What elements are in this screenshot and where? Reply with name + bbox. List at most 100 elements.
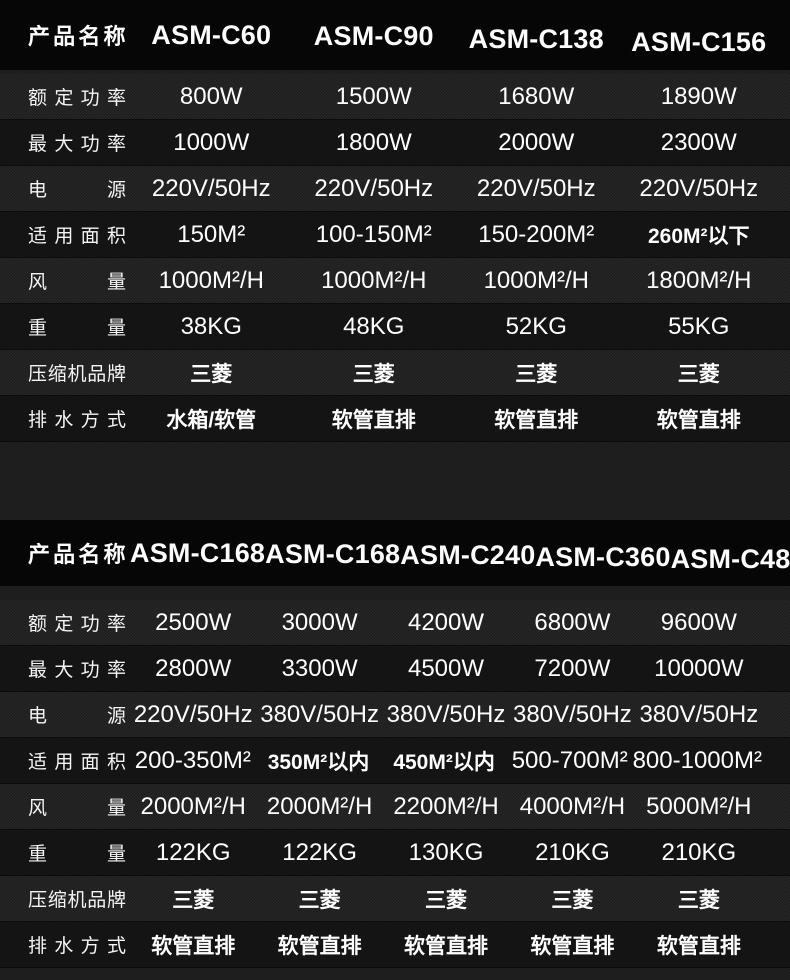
spec-value: 2300W <box>660 128 737 156</box>
spec-value: 软管直排 <box>656 934 741 958</box>
spec-value: 2800W <box>155 654 232 682</box>
spec-value: 三菱 <box>298 888 341 912</box>
row-label: 压缩机品牌 <box>28 364 126 385</box>
spec-row: 重量 38KG 48KG 52KG 55KG <box>0 304 790 350</box>
spec-value: 150M² <box>177 220 246 248</box>
spec-value: 260M²以下 <box>647 224 750 248</box>
spec-value-cells: 200-350M² 350M²以内 450M²以内 500-700M² 800-1000… <box>130 746 790 776</box>
model-name: ASM-C90 <box>313 20 434 51</box>
spec-row: 最大功率 2800W 3300W 4500W 7200W 10000W <box>0 646 790 692</box>
spec-row: 额定功率 800W 1500W 1680W 1890W <box>0 74 790 120</box>
row-label: 电源 <box>28 180 126 201</box>
spec-value: 220V/50Hz <box>151 174 271 202</box>
model-name: ASM-C480 <box>670 543 790 574</box>
spec-row: 压缩机品牌 三菱 三菱 三菱 三菱 <box>0 350 790 396</box>
spec-value: 55KG <box>668 312 730 340</box>
row-label: 风量 <box>28 272 126 293</box>
row-label: 排水方式 <box>28 936 126 957</box>
spec-value: 3000W <box>281 608 358 636</box>
spec-value: 1800M²/H <box>646 266 752 294</box>
spec-value: 210KG <box>535 838 610 866</box>
spec-value: 800W <box>179 82 243 110</box>
spec-row: 电源 220V/50Hz 380V/50Hz 380V/50Hz 380V/50Hz 38… <box>0 692 790 738</box>
model-name: ASM-C138 <box>468 23 604 54</box>
spec-value: 5000M²/H <box>646 792 752 820</box>
product-name-header-label: 产品名称 <box>28 24 126 49</box>
row-label: 适用面积 <box>28 226 126 247</box>
spec-value: 三菱 <box>425 888 468 912</box>
spec-value-cells: 800W 1500W 1680W 1890W <box>130 83 790 111</box>
spec-value: 380V/50Hz <box>513 700 632 728</box>
spec-value: 1000M²/H <box>158 266 264 294</box>
table-header-row: 产品名称 ASM-C168 ASM-C168 ASM-C240 ASM-C360 ASM-… <box>0 520 790 586</box>
spec-value: 1800W <box>335 128 412 156</box>
spec-value: 220V/50Hz <box>476 174 596 202</box>
spec-row: 最大功率 1000W 1800W 2000W 2300W <box>0 120 790 166</box>
spec-value: 122KG <box>155 838 231 866</box>
spec-value: 220V/50Hz <box>639 174 759 202</box>
spec-value-cells: 1000W 1800W 2000W 2300W <box>130 129 790 157</box>
spec-value: 三菱 <box>172 888 215 912</box>
spec-value: 4200W <box>407 608 485 636</box>
row-label: 额定功率 <box>28 614 126 635</box>
row-label: 电源 <box>28 706 126 727</box>
spec-value: 200-350M² <box>134 746 251 774</box>
spec-table: 产品名称 ASM-C168 ASM-C168 ASM-C240 ASM-C360 ASM-… <box>0 520 790 968</box>
spec-value: 软管直排 <box>151 934 236 958</box>
spec-value: 1000M²/H <box>321 266 427 294</box>
spec-value: 2500W <box>155 608 232 636</box>
spec-value: 150-200M² <box>478 220 595 248</box>
spec-row: 适用面积 200-350M² 350M²以内 450M²以内 500-700M² 800-… <box>0 738 790 784</box>
spec-value: 380V/50Hz <box>639 700 759 728</box>
spec-value-cells: 2800W 3300W 4500W 7200W 10000W <box>130 655 790 683</box>
model-name: ASM-C168 <box>130 537 266 568</box>
spec-value: 10000W <box>654 654 744 682</box>
spec-value-cells: 2500W 3000W 4200W 6800W 9600W <box>130 609 790 637</box>
spec-value: 220V/50Hz <box>133 700 253 728</box>
spec-value-cells: 220V/50Hz 220V/50Hz 220V/50Hz 220V/50Hz <box>130 175 790 203</box>
spec-value: 水箱/软管 <box>166 408 257 432</box>
spec-value: 38KG <box>180 312 242 340</box>
spec-value-cells: 软管直排 软管直排 软管直排 软管直排 软管直排 <box>130 930 790 960</box>
spec-value: 130KG <box>408 838 484 866</box>
spec-value: 1890W <box>660 82 737 110</box>
spec-value: 4500W <box>407 654 485 682</box>
spec-value: 350M²以内 <box>267 750 370 774</box>
spec-value-cells: 三菱 三菱 三菱 三菱 <box>130 358 790 388</box>
spec-value: 三菱 <box>677 888 720 912</box>
spec-row: 风量 1000M²/H 1000M²/H 1000M²/H 1800M²/H <box>0 258 790 304</box>
spec-value: 2000M²/H <box>140 792 246 820</box>
row-label: 排水方式 <box>28 410 126 431</box>
spec-value: 软管直排 <box>277 934 362 958</box>
spec-value: 软管直排 <box>404 934 489 958</box>
spec-value: 380V/50Hz <box>260 700 379 728</box>
spec-value: 三菱 <box>551 888 594 912</box>
spec-value: 9600W <box>660 608 737 636</box>
spec-value: 软管直排 <box>530 934 615 958</box>
table-header-row: 产品名称 ASM-C60 ASM-C90 ASM-C138 ASM-C156 <box>0 0 790 70</box>
spec-value: 6800W <box>534 608 611 636</box>
spec-value: 软管直排 <box>331 408 416 432</box>
product-name-header-label: 产品名称 <box>28 542 126 567</box>
spec-value: 210KG <box>661 838 737 866</box>
model-name: ASM-C168 <box>265 538 401 569</box>
row-label: 额定功率 <box>28 88 126 109</box>
model-name: ASM-C156 <box>631 26 767 57</box>
spec-value: 380V/50Hz <box>386 700 506 728</box>
spec-value: 2200M²/H <box>393 792 499 820</box>
spec-value-cells: 150M² 100-150M² 150-200M² 260M²以下 <box>130 220 790 250</box>
spec-value: 1680W <box>498 82 575 110</box>
spec-value: 三菱 <box>190 362 233 386</box>
spec-value: 52KG <box>505 312 567 340</box>
spec-value: 48KG <box>343 312 405 340</box>
spec-value-cells: 220V/50Hz 380V/50Hz 380V/50Hz 380V/50Hz 380V… <box>130 701 790 729</box>
spec-row: 风量 2000M²/H 2000M²/H 2200M²/H 4000M²/H 5000M²… <box>0 784 790 830</box>
row-label: 压缩机品牌 <box>28 890 126 911</box>
row-label: 风量 <box>28 798 126 819</box>
row-label: 适用面积 <box>28 752 126 773</box>
spec-value-cells: 1000M²/H 1000M²/H 1000M²/H 1800M²/H <box>130 267 790 295</box>
spec-value: 500-700M² <box>511 746 628 774</box>
spec-value: 2000W <box>498 128 575 156</box>
